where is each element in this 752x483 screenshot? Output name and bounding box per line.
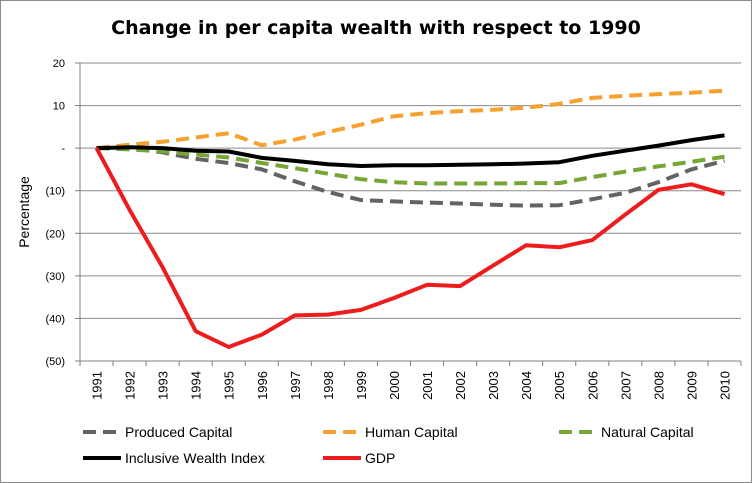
x-tick-label: 2002 [453, 371, 468, 400]
series-line-inclusive-wealth-index [96, 133, 725, 168]
y-tick-label: (20) [45, 228, 65, 240]
x-tick-label: 2005 [552, 371, 567, 400]
legend-label: Human Capital [365, 424, 458, 440]
y-tick-label: (50) [45, 356, 65, 368]
x-tick-label: 2008 [651, 371, 666, 400]
y-tick-label: (10) [45, 186, 65, 198]
x-tick-label: 1994 [189, 371, 204, 400]
x-tick-label: 2001 [420, 371, 435, 400]
x-tick-label: 2009 [684, 371, 699, 400]
legend-item: Inclusive Wealth Index [83, 450, 265, 466]
chart-title: Change in per capita wealth with respect… [111, 17, 641, 39]
y-tick-label: - [61, 143, 65, 155]
series-line-human-capital [96, 88, 725, 151]
y-axis-label: Percentage [16, 176, 32, 248]
x-tick-label: 2004 [519, 371, 534, 400]
x-tick-label: 2003 [486, 371, 501, 400]
y-tick-label: 20 [53, 58, 65, 70]
y-axis-ticks: 20 10 - (10) (20) (30) (40) (50) [45, 58, 80, 368]
x-tick-label: 1996 [255, 371, 270, 400]
legend-label: Produced Capital [125, 424, 232, 440]
series-lines [94, 88, 726, 349]
y-tick-label: 10 [53, 101, 65, 113]
x-tick-label: 2010 [717, 371, 732, 400]
x-tick-label: 2006 [585, 371, 600, 400]
series-line-produced-capital [96, 146, 725, 208]
axes [79, 63, 741, 362]
x-tick-label: 2007 [618, 371, 633, 400]
legend-label: Natural Capital [601, 424, 694, 440]
x-axis-ticks: 1991 1992 1993 1994 1995 1996 1997 1998 1999 2000… [79, 361, 742, 400]
legend-label: Inclusive Wealth Index [125, 450, 265, 466]
x-tick-label: 1998 [321, 371, 336, 400]
legend-item: Human Capital [323, 424, 458, 440]
legend-item: GDP [323, 450, 395, 466]
y-tick-label: (40) [45, 313, 65, 325]
legend: Produced Capital Human Capital Natural Cap… [83, 424, 694, 466]
x-tick-label: 2000 [387, 371, 402, 400]
x-tick-label: 1992 [123, 371, 138, 400]
y-tick-label: (30) [45, 271, 65, 283]
series-line-gdp [94, 147, 726, 349]
series-line-natural-capital [96, 146, 725, 186]
x-tick-label: 1991 [90, 371, 105, 400]
gridlines [80, 62, 741, 362]
x-tick-label: 1993 [156, 371, 171, 400]
x-tick-label: 1995 [222, 371, 237, 400]
x-tick-label: 1997 [288, 371, 303, 400]
legend-item: Natural Capital [559, 424, 694, 440]
legend-item: Produced Capital [83, 424, 232, 440]
legend-label: GDP [365, 450, 395, 466]
x-tick-label: 1999 [354, 371, 369, 400]
